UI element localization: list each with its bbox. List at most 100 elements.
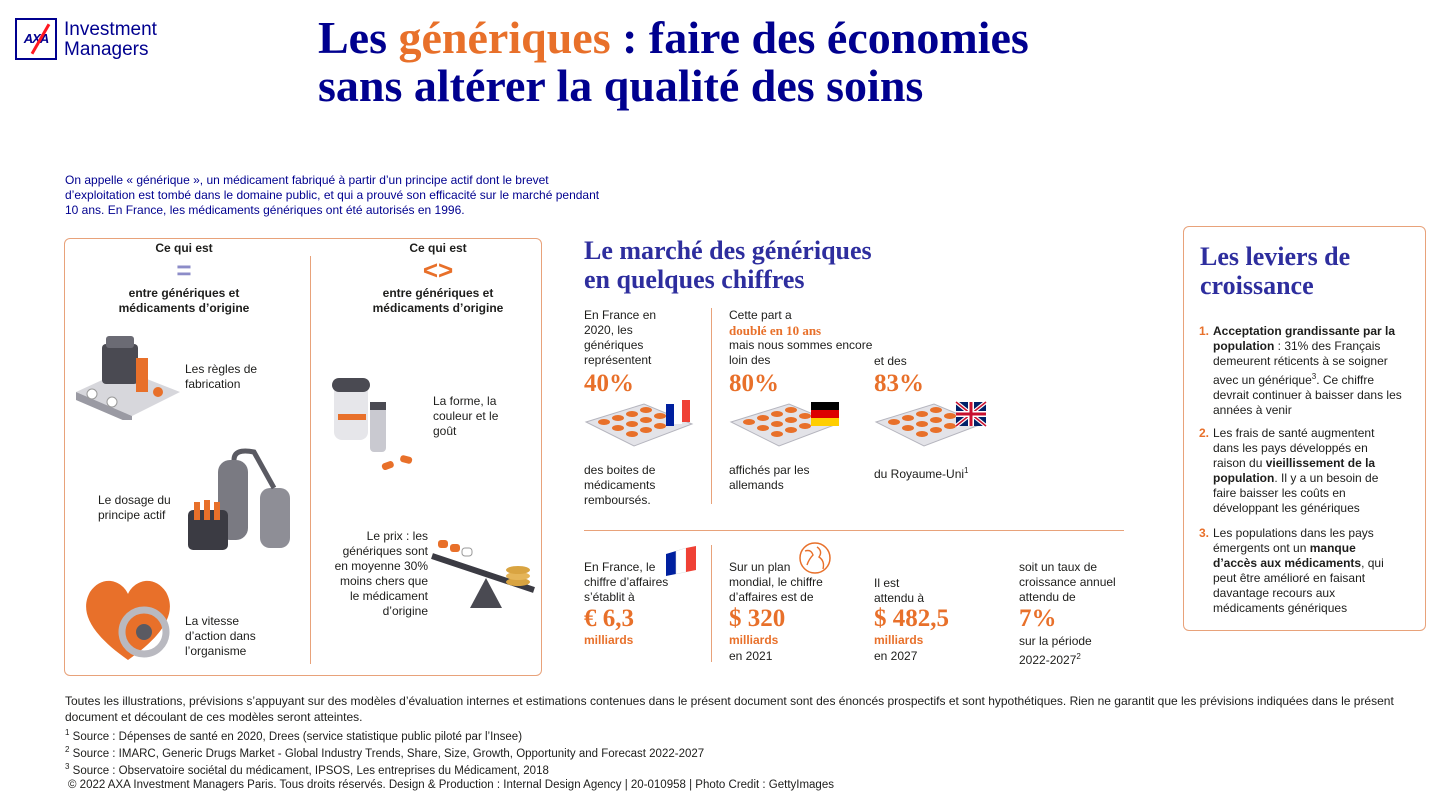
lever-3-text: Les populations dans les pays émergents … — [1213, 526, 1374, 555]
lever-number-3: 3. — [1199, 526, 1210, 540]
lever-item-2: 2. Les frais de santé augmentent dans le… — [1199, 426, 1395, 516]
lever-3-text2: , qui peut être amélioré en faisant dava… — [1213, 556, 1384, 615]
lever-1-text: : 31% des Français demeurent réticents à… — [1213, 339, 1388, 387]
lever-1-bold: Acceptation grandissante par la populati… — [1213, 324, 1396, 353]
lever-2-bold: vieillissement de la population — [1213, 456, 1376, 485]
growth-period-years: 2022-2027 — [1019, 653, 1077, 667]
levers-title: Les leviers de croissance — [1200, 242, 1350, 300]
same-sub2: médicaments d’origine — [118, 301, 250, 315]
intro-text: On appelle « générique », un médicament … — [65, 173, 600, 217]
stat-france-pre: En France en 2020, les génériques représ… — [584, 308, 657, 367]
stat-uk-pre: et des — [874, 354, 907, 368]
stat-uk-post: du Royaume-Uni1 — [874, 463, 969, 482]
stat-divider-1 — [711, 308, 712, 504]
stat-germany-post: affichés par les allemands — [729, 463, 810, 492]
source-3: 3 Source : Observatoire sociétal du médi… — [65, 759, 549, 779]
revenue-france-unit: milliards — [584, 633, 634, 647]
disclaimer-text: Toutes les illustrations, prévisions s’a… — [65, 694, 1394, 724]
source-2-text: Source : IMARC, Generic Drugs Market - G… — [69, 747, 705, 760]
revenue-world-year: en 2021 — [729, 649, 773, 663]
source-3-text: Source : Observatoire sociétal du médica… — [69, 764, 549, 777]
germany-highlight: doublé en 10 ans — [729, 323, 822, 338]
revenue-world-unit: milliards — [729, 633, 779, 647]
source-1-ref: 1 — [65, 728, 70, 737]
uk-post-text: du Royaume-Uni — [874, 467, 965, 481]
revenue-world-value: $ 320 — [729, 605, 786, 632]
uk-footnote-ref: 1 — [964, 466, 969, 475]
diff-label: Ce qui est — [409, 241, 467, 255]
logo-text: Investment Managers — [64, 20, 157, 60]
market-title-line2: en quelques chiffres — [584, 265, 805, 294]
levers-title-line2: croissance — [1200, 271, 1314, 300]
growth-period-label: sur la période — [1019, 634, 1092, 648]
lever-1-text2: . Ce chiffre devrait continuer à baisser… — [1213, 373, 1402, 417]
pill-blister-uk-icon — [874, 400, 988, 447]
forecast-year: en 2027 — [874, 649, 918, 663]
revenue-france-value: € 6,3 — [584, 605, 634, 632]
forecast-unit: milliards — [874, 633, 924, 647]
growth-pre: soit un taux de croissance annuel attend… — [1019, 560, 1116, 604]
pill-blister-germany-icon — [729, 402, 839, 447]
factory-machine-icon — [76, 336, 180, 420]
source-3-ref: 3 — [65, 762, 70, 771]
revenue-world-pre: Sur un plan mondial, le chiffre d’affair… — [729, 560, 823, 604]
stat-france-value: 40% — [584, 370, 634, 397]
pill-bottle-icon — [332, 378, 413, 471]
lever-item-1: 1. Acceptation grandissante par la popul… — [1199, 324, 1413, 418]
germany-pre1: Cette part a — [729, 308, 792, 322]
germany-pre2: mais nous sommes encore loin des — [729, 338, 873, 367]
source-2-ref: 2 — [65, 745, 70, 754]
levers-title-line1: Les leviers de — [1200, 242, 1351, 271]
lever-2-text2: . Il y a un besoin de faire baisser les … — [1213, 471, 1379, 515]
title-line2: sans altérer la qualité des soins — [318, 60, 924, 111]
france-flag-icon — [666, 546, 696, 576]
source-2: 2 Source : IMARC, Generic Drugs Market -… — [65, 742, 704, 762]
comparison-panel — [64, 238, 542, 676]
diff-column-header: Ce qui est <> entre génériques et médica… — [346, 241, 530, 316]
stat-germany-pre: Cette part a doublé en 10 ans mais nous … — [729, 308, 874, 368]
copyright: © 2022 AXA Investment Managers Paris. To… — [68, 779, 834, 791]
lever-item-3: 3. Les populations dans les pays émergen… — [1199, 526, 1395, 616]
same-label: Ce qui est — [155, 241, 213, 255]
heart-icon — [86, 580, 170, 660]
lever-2-text: Les frais de santé augmentent dans les p… — [1213, 426, 1375, 470]
stat-france-post: des boites de médicaments remboursés. — [584, 463, 656, 507]
growth-footnote-ref: 2 — [1076, 652, 1081, 661]
price-scale-icon — [431, 540, 535, 608]
axa-logo[interactable]: AXA — [15, 18, 57, 60]
different-symbol: <> — [422, 255, 454, 285]
diff-item-form: La forme, la couleur et le goût — [433, 394, 499, 438]
market-title: Le marché des génériques en quelques chi… — [584, 236, 872, 294]
same-column-header: Ce qui est = entre génériques et médicam… — [92, 241, 276, 316]
growth-period: sur la période 2022-20272 — [1019, 634, 1092, 668]
same-sub1: entre génériques et — [128, 286, 240, 300]
revenue-france-pre: En France, le chiffre d’affaires s’établ… — [584, 560, 669, 604]
lever-number-1: 1. — [1199, 324, 1210, 338]
stat-uk-value: 83% — [874, 370, 924, 397]
stat-germany-value: 80% — [729, 370, 779, 397]
title-highlight: génériques — [398, 12, 611, 63]
stat-divider-2 — [711, 545, 712, 662]
title-part2: : faire des économies — [610, 12, 1029, 63]
comparison-divider — [310, 256, 311, 664]
lever-3-bold: manque d’accès aux médicaments — [1213, 541, 1362, 570]
forecast-pre: Il est attendu à — [874, 576, 925, 605]
logo-line1: Investment — [64, 19, 157, 40]
growth-value: 7% — [1019, 605, 1057, 632]
lever-1-footnote-ref: 3 — [1311, 372, 1317, 381]
market-divider — [584, 530, 1124, 531]
page-title: Les génériques : faire des économies san… — [318, 14, 1218, 110]
logo-line2: Managers — [64, 39, 149, 60]
globe-icon — [799, 542, 831, 574]
same-item-manufacturing: Les règles de fabrication — [185, 362, 258, 391]
levers-panel — [1183, 226, 1426, 631]
diff-sub2: médicaments d’origine — [372, 301, 504, 315]
source-1: 1 Source : Dépenses de santé en 2020, Dr… — [65, 725, 522, 745]
pill-blister-france-icon — [584, 400, 694, 447]
title-part1: Les — [318, 12, 399, 63]
same-item-speed: La vitesse d’action dans l’organisme — [185, 614, 256, 658]
equals-symbol: = — [176, 255, 192, 285]
same-item-dosage: Le dosage du principe actif — [98, 493, 171, 522]
diff-item-price: Le prix : les génériques sont en moyenne… — [334, 529, 428, 618]
reactor-tanks-icon — [188, 448, 290, 550]
